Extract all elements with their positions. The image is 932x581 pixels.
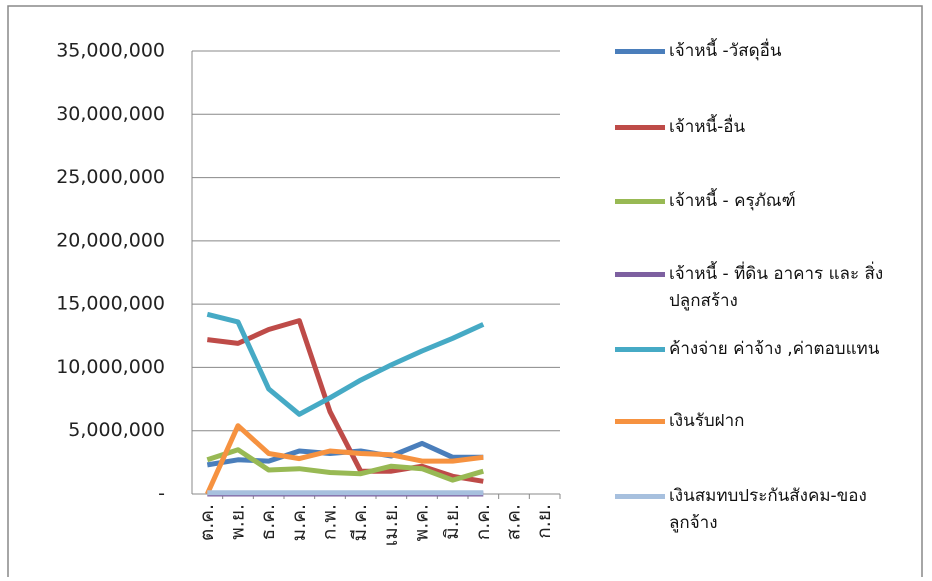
- y-tick-label: 35,000,000: [56, 40, 165, 62]
- x-tick-label: เม.ย.: [380, 504, 402, 546]
- legend-swatch: [615, 125, 665, 130]
- x-tick-label: พ.ค.: [411, 504, 433, 541]
- x-tick-label: ก.ย.: [533, 504, 555, 539]
- y-tick-label: 30,000,000: [56, 103, 165, 125]
- legend-label: เจ้าหนี้ -วัสดุอื่น: [669, 41, 782, 61]
- x-tick-label: ก.พ.: [319, 504, 341, 540]
- legend-entry: เจ้าหนี้ - ที่ดิน อาคาร และ สิ่งปลูกสร้า…: [615, 261, 915, 315]
- legend-label: เจ้าหนี้ - ที่ดิน อาคาร และ สิ่งปลูกสร้า…: [669, 264, 884, 311]
- y-tick-label: 15,000,000: [56, 293, 165, 315]
- series-line: [206, 447, 484, 483]
- x-tick-label: ธ.ค.: [257, 504, 279, 540]
- legend-entry: เงินรับฝาก: [615, 408, 915, 435]
- legend-swatch: [615, 494, 665, 499]
- legend-entry: เจ้าหนี้ -วัสดุอื่น: [615, 38, 915, 65]
- legend-entry: ค้างจ่าย ค่าจ้าง ,ค่าตอบแทน: [615, 336, 915, 363]
- x-tick-label: พ.ย.: [227, 504, 249, 540]
- y-tick-label: 5,000,000: [68, 419, 165, 441]
- y-tick-label: 20,000,000: [56, 229, 165, 251]
- legend-label: เงินรับฝาก: [669, 411, 745, 431]
- legend-swatch: [615, 49, 665, 54]
- chart-frame: [7, 5, 923, 579]
- x-tick-label: ม.ค.: [288, 504, 310, 541]
- y-tick-label: -: [158, 483, 165, 505]
- x-tick-label: มี.ค.: [349, 504, 371, 541]
- legend-swatch: [615, 199, 665, 204]
- legend-swatch: [615, 419, 665, 424]
- legend-entry: เจ้าหนี้ - ครุภัณฑ์: [615, 188, 915, 215]
- legend-swatch: [615, 347, 665, 352]
- x-tick-label: มิ.ย.: [441, 504, 463, 540]
- legend-label: เจ้าหนี้-อื่น: [669, 117, 746, 137]
- x-tick-label: ต.ค.: [196, 504, 218, 541]
- y-tick-label: 25,000,000: [56, 166, 165, 188]
- series-line: [206, 318, 484, 484]
- legend-swatch: [615, 272, 665, 277]
- series-line: [206, 311, 485, 417]
- legend-label: ค้างจ่าย ค่าจ้าง ,ค่าตอบแทน: [669, 339, 880, 359]
- y-tick-label: 10,000,000: [56, 356, 165, 378]
- legend-entry: เจ้าหนี้-อื่น: [615, 114, 915, 141]
- legend-label: เจ้าหนี้ - ครุภัณฑ์: [669, 191, 796, 211]
- legend-entry: เงินสมทบประกันสังคม-ของลูกจ้าง: [615, 483, 915, 537]
- x-tick-label: ก.ค.: [472, 504, 494, 540]
- series-line: [205, 423, 484, 496]
- legend-label: เงินสมทบประกันสังคม-ของลูกจ้าง: [669, 486, 867, 533]
- x-tick-label: ส.ค.: [503, 504, 525, 540]
